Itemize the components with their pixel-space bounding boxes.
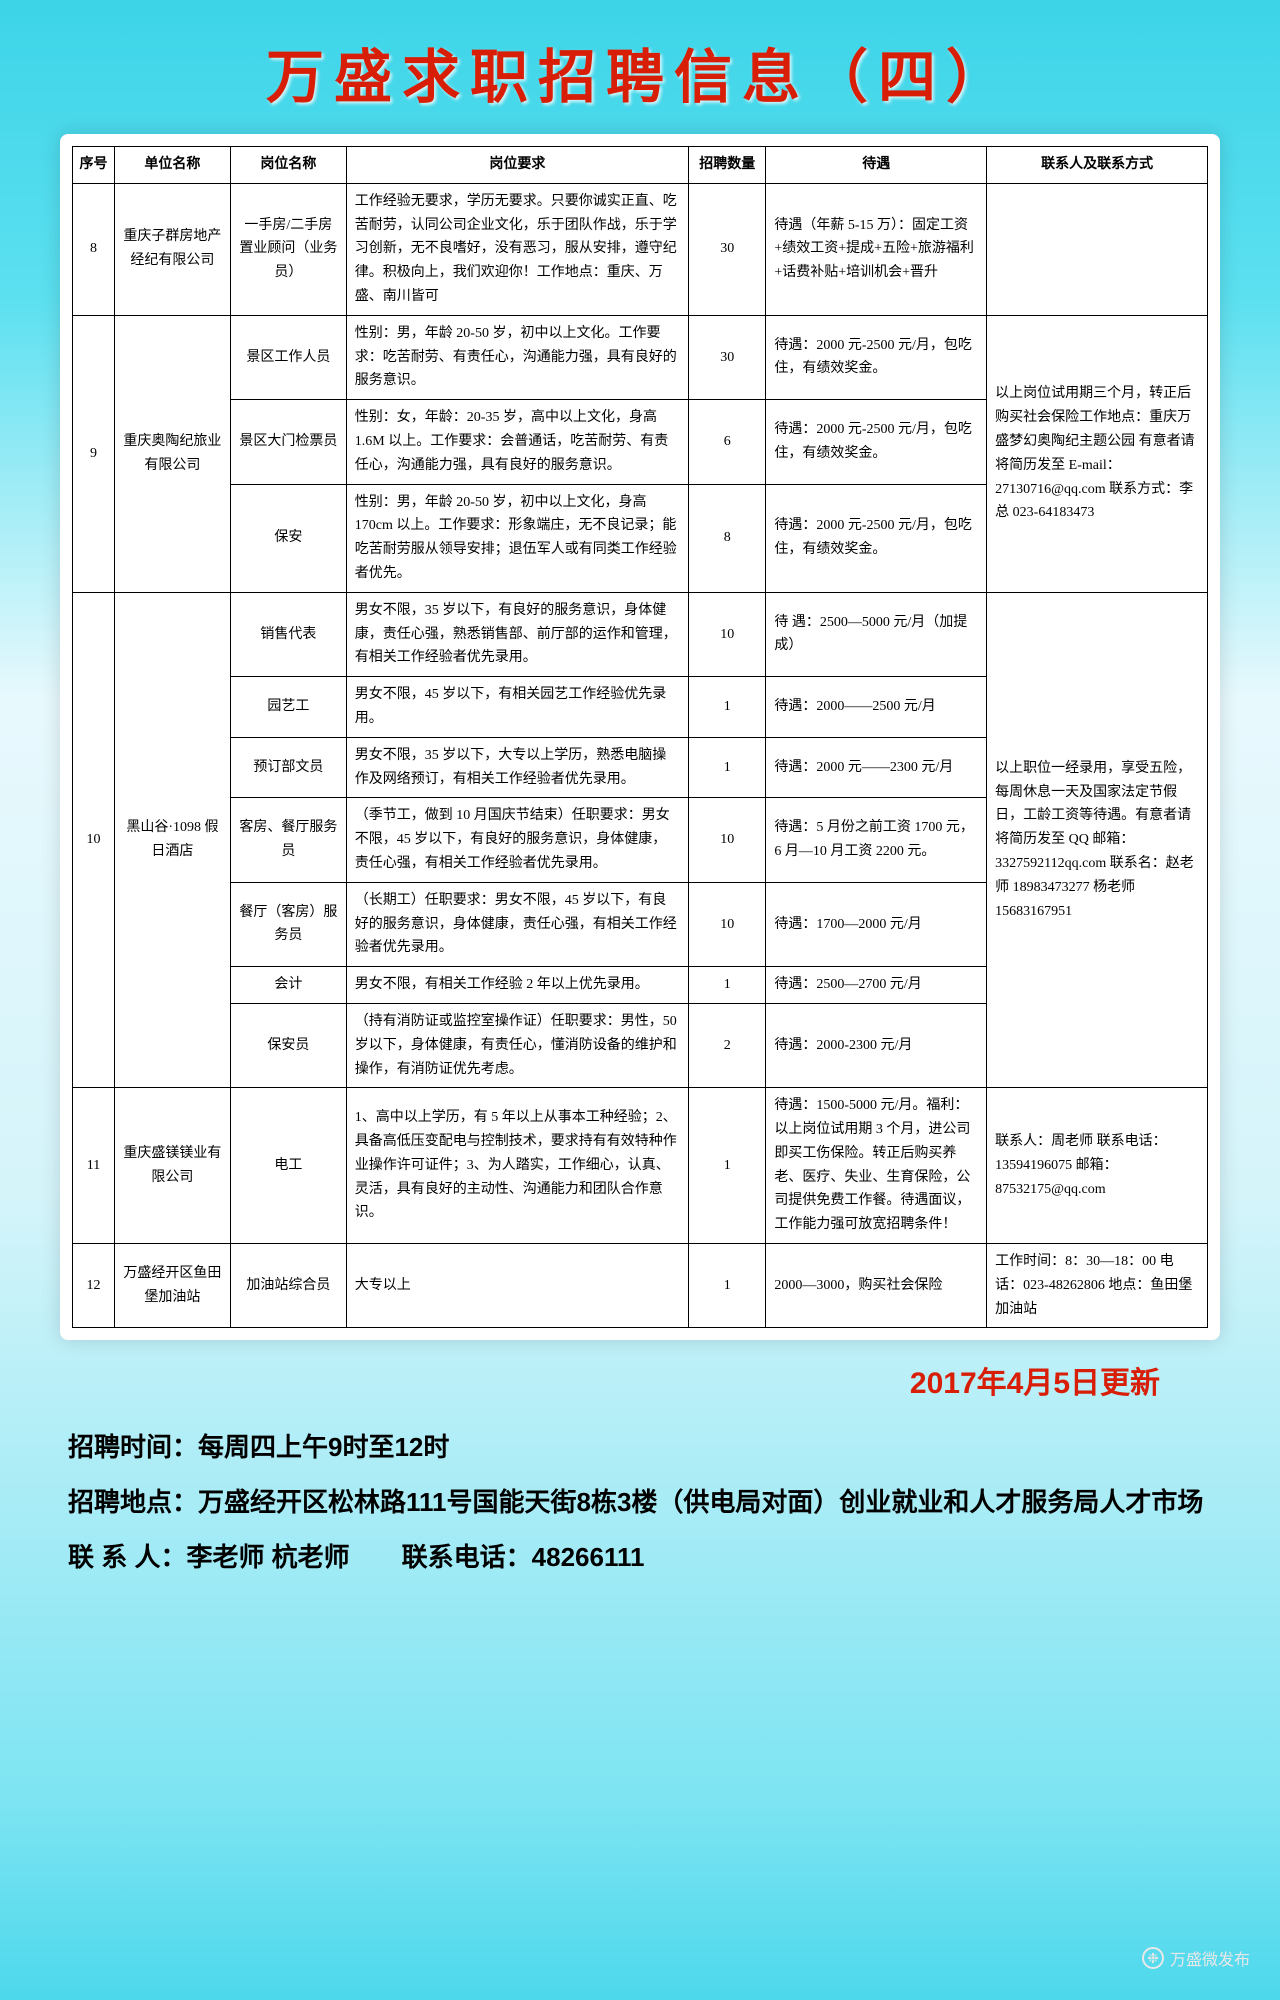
cell-position: 销售代表 <box>230 592 346 676</box>
cell-treatment: 待遇：1700—2000 元/月 <box>766 882 987 966</box>
col-treatment: 待遇 <box>766 147 987 184</box>
cell-company: 重庆奥陶纪旅业有限公司 <box>114 315 230 592</box>
cell-requirement: （持有消防证或监控室操作证）任职要求：男性，50 岁以下，身体健康，有责任心，懂… <box>346 1003 688 1087</box>
cell-position: 客房、餐厅服务员 <box>230 798 346 882</box>
cell-position: 会计 <box>230 967 346 1004</box>
cell-num: 6 <box>689 400 766 484</box>
watermark: ❉ 万盛微发布 <box>1142 1946 1250 1970</box>
recruitment-table: 序号 单位名称 岗位名称 岗位要求 招聘数量 待遇 联系人及联系方式 8重庆子群… <box>72 146 1208 1328</box>
footer-contact: 联 系 人：李老师 杭老师 联系电话：48266111 <box>68 1530 1220 1585</box>
cell-requirement: 男女不限，35 岁以下，有良好的服务意识，身体健康，责任心强，熟悉销售部、前厅部… <box>346 592 688 676</box>
cell-num: 1 <box>689 737 766 798</box>
cell-requirement: （长期工）任职要求：男女不限，45 岁以下，有良好的服务意识，身体健康，责任心强… <box>346 882 688 966</box>
watermark-text: 万盛微发布 <box>1170 1946 1250 1970</box>
cell-treatment: 待 遇：2500—5000 元/月（加提成） <box>766 592 987 676</box>
cell-contact: 联系人：周老师 联系电话：13594196075 邮箱：87532175@qq.… <box>987 1088 1208 1244</box>
cell-requirement: （季节工，做到 10 月国庆节结束）任职要求：男女不限，45 岁以下，有良好的服… <box>346 798 688 882</box>
cell-no: 11 <box>73 1088 115 1244</box>
cell-treatment: 待遇：2000 元-2500 元/月，包吃住，有绩效奖金。 <box>766 400 987 484</box>
cell-company: 重庆子群房地产经纪有限公司 <box>114 183 230 315</box>
cell-position: 保安 <box>230 484 346 592</box>
footer-info: 招聘时间：每周四上午9时至12时 招聘地点：万盛经开区松林路111号国能天街8栋… <box>60 1420 1220 1584</box>
cell-num: 10 <box>689 592 766 676</box>
cell-treatment: 待遇：2000 元-2500 元/月，包吃住，有绩效奖金。 <box>766 484 987 592</box>
cell-requirement: 男女不限，35 岁以下，大专以上学历，熟悉电脑操作及网络预订，有相关工作经验者优… <box>346 737 688 798</box>
cell-requirement: 大专以上 <box>346 1244 688 1328</box>
cell-no: 8 <box>73 183 115 315</box>
cell-treatment: 2000—3000，购买社会保险 <box>766 1244 987 1328</box>
col-contact: 联系人及联系方式 <box>987 147 1208 184</box>
cell-contact: 以上职位一经录用，享受五险，每周休息一天及国家法定节假日，工龄工资等待遇。有意者… <box>987 592 1208 1088</box>
cell-treatment: 待遇：5 月份之前工资 1700 元，6 月—10 月工资 2200 元。 <box>766 798 987 882</box>
cell-num: 1 <box>689 1244 766 1328</box>
table-header-row: 序号 单位名称 岗位名称 岗位要求 招聘数量 待遇 联系人及联系方式 <box>73 147 1208 184</box>
footer-time: 招聘时间：每周四上午9时至12时 <box>68 1420 1220 1475</box>
cell-treatment: 待遇：1500-5000 元/月。福利：以上岗位试用期 3 个月，进公司即买工伤… <box>766 1088 987 1244</box>
cell-treatment: 待遇：2000-2300 元/月 <box>766 1003 987 1087</box>
cell-requirement: 男女不限，有相关工作经验 2 年以上优先录用。 <box>346 967 688 1004</box>
cell-requirement: 男女不限，45 岁以下，有相关园艺工作经验优先录用。 <box>346 677 688 738</box>
cell-position: 餐厅（客房）服务员 <box>230 882 346 966</box>
cell-num: 1 <box>689 967 766 1004</box>
cell-position: 预订部文员 <box>230 737 346 798</box>
page-title: 万盛求职招聘信息（四） <box>60 30 1220 114</box>
cell-num: 1 <box>689 1088 766 1244</box>
cell-requirement: 1、高中以上学历，有 5 年以上从事本工种经验；2、具备高低压变配电与控制技术，… <box>346 1088 688 1244</box>
cell-company: 重庆盛镁镁业有限公司 <box>114 1088 230 1244</box>
cell-num: 30 <box>689 183 766 315</box>
cell-num: 2 <box>689 1003 766 1087</box>
cell-no: 10 <box>73 592 115 1088</box>
cell-num: 1 <box>689 677 766 738</box>
col-company: 单位名称 <box>114 147 230 184</box>
table-row: 10黑山谷·1098 假日酒店销售代表男女不限，35 岁以下，有良好的服务意识，… <box>73 592 1208 676</box>
recruitment-table-container: 序号 单位名称 岗位名称 岗位要求 招聘数量 待遇 联系人及联系方式 8重庆子群… <box>60 134 1220 1340</box>
table-row: 11重庆盛镁镁业有限公司电工1、高中以上学历，有 5 年以上从事本工种经验；2、… <box>73 1088 1208 1244</box>
wechat-icon: ❉ <box>1142 1947 1164 1969</box>
col-position: 岗位名称 <box>230 147 346 184</box>
cell-treatment: 待遇：2500—2700 元/月 <box>766 967 987 1004</box>
cell-num: 8 <box>689 484 766 592</box>
cell-treatment: 待遇：2000 元——2300 元/月 <box>766 737 987 798</box>
cell-treatment: 待遇：2000 元-2500 元/月，包吃住，有绩效奖金。 <box>766 315 987 399</box>
cell-no: 12 <box>73 1244 115 1328</box>
cell-contact: 工作时间：8：30—18：00 电话：023-48262806 地点：鱼田堡加油… <box>987 1244 1208 1328</box>
cell-company: 黑山谷·1098 假日酒店 <box>114 592 230 1088</box>
footer-address: 招聘地点：万盛经开区松林路111号国能天街8栋3楼（供电局对面）创业就业和人才服… <box>68 1475 1220 1530</box>
cell-treatment: 待遇：2000——2500 元/月 <box>766 677 987 738</box>
cell-position: 加油站综合员 <box>230 1244 346 1328</box>
cell-requirement: 性别：男，年龄 20-50 岁，初中以上文化。工作要求：吃苦耐劳、有责任心，沟通… <box>346 315 688 399</box>
cell-requirement: 工作经验无要求，学历无要求。只要你诚实正直、吃苦耐劳，认同公司企业文化，乐于团队… <box>346 183 688 315</box>
cell-position: 园艺工 <box>230 677 346 738</box>
col-num: 招聘数量 <box>689 147 766 184</box>
update-date: 2017年4月5日更新 <box>60 1358 1160 1402</box>
cell-num: 10 <box>689 882 766 966</box>
col-no: 序号 <box>73 147 115 184</box>
table-body: 8重庆子群房地产经纪有限公司一手房/二手房 置业顾问（业务员）工作经验无要求，学… <box>73 183 1208 1328</box>
cell-contact <box>987 183 1208 315</box>
cell-position: 保安员 <box>230 1003 346 1087</box>
table-row: 8重庆子群房地产经纪有限公司一手房/二手房 置业顾问（业务员）工作经验无要求，学… <box>73 183 1208 315</box>
cell-num: 30 <box>689 315 766 399</box>
col-requirement: 岗位要求 <box>346 147 688 184</box>
cell-position: 一手房/二手房 置业顾问（业务员） <box>230 183 346 315</box>
cell-position: 景区工作人员 <box>230 315 346 399</box>
cell-company: 万盛经开区鱼田堡加油站 <box>114 1244 230 1328</box>
cell-requirement: 性别：男，年龄 20-50 岁，初中以上文化，身高 170cm 以上。工作要求：… <box>346 484 688 592</box>
cell-num: 10 <box>689 798 766 882</box>
cell-position: 景区大门检票员 <box>230 400 346 484</box>
cell-treatment: 待遇（年薪 5-15 万）：固定工资+绩效工资+提成+五险+旅游福利+话费补贴+… <box>766 183 987 315</box>
table-row: 12万盛经开区鱼田堡加油站加油站综合员大专以上12000—3000，购买社会保险… <box>73 1244 1208 1328</box>
cell-position: 电工 <box>230 1088 346 1244</box>
cell-contact: 以上岗位试用期三个月，转正后购买社会保险工作地点：重庆万盛梦幻奥陶纪主题公园 有… <box>987 315 1208 592</box>
cell-no: 9 <box>73 315 115 592</box>
table-row: 9重庆奥陶纪旅业有限公司景区工作人员性别：男，年龄 20-50 岁，初中以上文化… <box>73 315 1208 399</box>
cell-requirement: 性别：女，年龄：20-35 岁，高中以上文化，身高 1.6M 以上。工作要求：会… <box>346 400 688 484</box>
